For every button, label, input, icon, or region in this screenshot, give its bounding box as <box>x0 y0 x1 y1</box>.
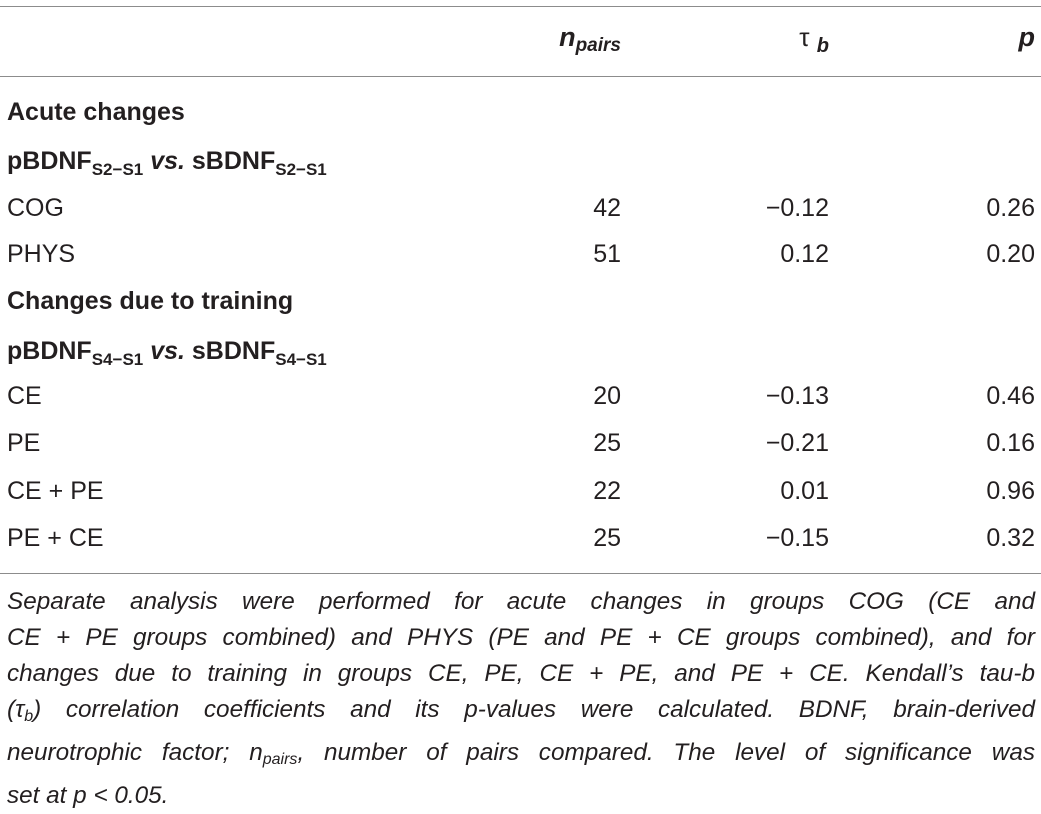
footnote-line: set at p < 0.05. <box>7 782 169 809</box>
table-row: PHYS 51 0.12 0.20 <box>7 240 1035 268</box>
table-row: COG 42 −0.12 0.26 <box>7 194 1035 222</box>
table-top-rule <box>0 6 1041 7</box>
comparison-row-acute: pBDNFS2−S1 vs. sBDNFS2−S1 <box>7 147 327 179</box>
footnote-line: neurotrophic factor; npairs, number of p… <box>7 739 1035 768</box>
table-bottom-rule <box>0 573 1041 574</box>
table-row: PE 25 −0.21 0.16 <box>7 429 1035 457</box>
header-n-pairs: npairs <box>559 22 621 56</box>
section-title-acute: Acute changes <box>7 98 185 126</box>
footnote-line: (τb) correlation coefficients and its p-… <box>7 696 1035 725</box>
table-header-row: npairs τ b p <box>0 22 1041 66</box>
header-p: p <box>1018 22 1036 52</box>
table-footnote: Separate analysis were performed for acu… <box>7 584 1035 814</box>
table-row: CE 20 −0.13 0.46 <box>7 382 1035 410</box>
table-row: PE + CE 25 −0.15 0.32 <box>7 524 1035 552</box>
table-row: CE + PE 22 0.01 0.96 <box>7 477 1035 505</box>
footnote-line: changes due to training in groups CE, PE… <box>7 660 1035 687</box>
section-title-training: Changes due to training <box>7 287 294 315</box>
comparison-row-training: pBDNFS4−S1 vs. sBDNFS4−S1 <box>7 337 327 369</box>
table-header-rule <box>0 76 1041 77</box>
header-tau-b: τ b <box>799 22 829 57</box>
footnote-line: Separate analysis were performed for acu… <box>7 588 1035 615</box>
footnote-line: CE + PE groups combined) and PHYS (PE an… <box>7 624 1035 651</box>
